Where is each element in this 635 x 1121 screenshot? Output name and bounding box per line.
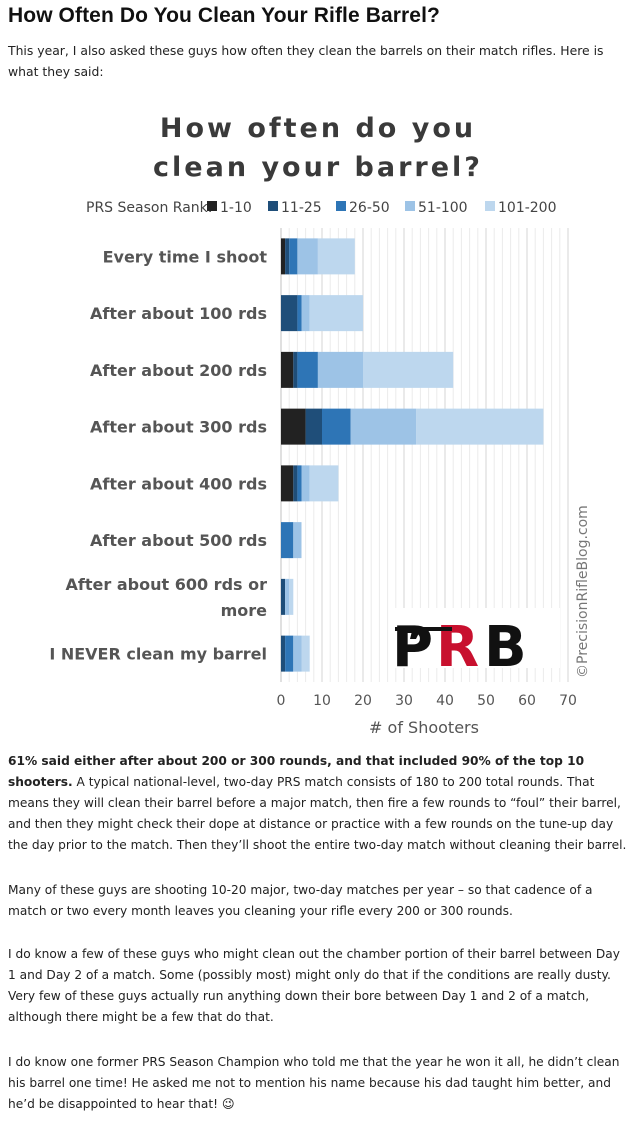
bar-segment-101-200 [289, 578, 294, 615]
bar-segment-101-200 [416, 408, 544, 445]
legend-swatch [207, 201, 217, 211]
category-label: After about 300 rds [90, 418, 267, 437]
bar-segment-101-200 [363, 351, 454, 388]
x-tick-label: 10 [313, 693, 331, 709]
bar-segment-11-25 [281, 578, 286, 615]
bar-segment-1-10 [281, 465, 294, 502]
legend-swatch [405, 201, 415, 211]
watermark-text: ©PrecisionRifleBlog.com [575, 505, 591, 678]
legend-swatch [336, 201, 346, 211]
bar-segment-101-200 [301, 635, 310, 672]
category-label: After about 500 rds [90, 531, 267, 550]
paragraph-1-rest: A typical national-level, two-day PRS ma… [8, 775, 627, 852]
prb-logo: P R B [392, 608, 560, 680]
bar-segment-26-50 [289, 238, 298, 275]
x-tick-label: 20 [354, 693, 372, 709]
bar-segment-51-100 [297, 238, 318, 275]
bar-segment-26-50 [297, 351, 318, 388]
x-tick-label: 70 [559, 693, 577, 709]
category-label: After about 100 rds [90, 304, 267, 323]
x-tick-label: 60 [518, 693, 536, 709]
category-label: After about 600 rds or [66, 575, 268, 594]
chart-title-line-2: clean your barrel? [153, 152, 483, 183]
bar-segment-51-100 [350, 408, 417, 445]
bar-segment-11-25 [293, 465, 298, 502]
chart-title-line-1: How often do you [160, 113, 476, 144]
bar-segment-26-50 [322, 408, 351, 445]
paragraph-4: I do know one former PRS Season Champion… [8, 1055, 620, 1111]
bar-segment-1-10 [281, 351, 294, 388]
category-label: After about 400 rds [90, 474, 267, 493]
legend-label: 26-50 [349, 200, 390, 216]
bar-segment-1-10 [281, 238, 286, 275]
legend-label: 11-25 [281, 200, 322, 216]
paragraph-1-bold: 61% said either after about 200 or 300 r… [8, 754, 585, 789]
logo-letter-r: R [436, 615, 479, 680]
bar-segment-26-50 [297, 465, 302, 502]
bar-segment-11-25 [285, 238, 290, 275]
category-label: more [221, 601, 268, 620]
category-label: I NEVER clean my barrel [49, 645, 267, 664]
bar-segment-101-200 [317, 238, 355, 275]
bar-segment-51-100 [317, 351, 363, 388]
bar-segment-101-200 [309, 465, 339, 502]
legend-swatch [485, 201, 495, 211]
bar-segment-51-100 [301, 465, 310, 502]
legend-title: PRS Season Rank: [86, 200, 212, 216]
category-label: After about 200 rds [90, 361, 267, 380]
bar-segment-1-10 [281, 408, 306, 445]
bar-segment-11-25 [281, 635, 286, 672]
category-label: Every time I shoot [103, 247, 268, 266]
bar-segment-51-100 [301, 295, 310, 332]
bar-segment-51-100 [293, 635, 302, 672]
bar-segment-26-50 [285, 635, 294, 672]
paragraph-2: Many of these guys are shooting 10-20 ma… [8, 883, 593, 918]
bar-segment-11-25 [293, 351, 298, 388]
chart-legend: 1-10 11-25 26-50 51-100 101-200 [207, 200, 557, 216]
x-tick-labels: 0 10 20 30 40 50 60 70 [277, 693, 577, 709]
logo-letter-p: P [392, 615, 433, 680]
paragraph-1: 61% said either after about 200 or 300 r… [8, 751, 630, 856]
x-tick-label: 0 [277, 693, 286, 709]
x-tick-label: 50 [477, 693, 495, 709]
legend-label: 51-100 [418, 200, 468, 216]
bar-segment-51-100 [285, 578, 290, 615]
legend-label: 1-10 [220, 200, 252, 216]
bar-segment-26-50 [281, 522, 294, 559]
bar-segment-11-25 [281, 295, 298, 332]
rifle-icon [395, 627, 452, 639]
paragraph-3: I do know a few of these guys who might … [8, 947, 620, 1024]
x-tick-label: 30 [395, 693, 413, 709]
category-labels: Every time I shoot After about 100 rds Aft… [49, 247, 267, 663]
logo-letter-b: B [484, 615, 527, 680]
chart-bars [281, 238, 544, 672]
x-tick-label: 40 [436, 693, 454, 709]
bar-segment-51-100 [293, 522, 302, 559]
legend-label: 101-200 [498, 200, 557, 216]
logo-backdrop [392, 608, 560, 668]
barrel-cleaning-chart: How often do you clean your barrel? PRS … [49, 113, 591, 737]
bar-segment-11-25 [305, 408, 322, 445]
bar-segment-101-200 [309, 295, 363, 332]
legend-swatch [268, 201, 278, 211]
bar-segment-26-50 [297, 295, 302, 332]
article-heading: How Often Do You Clean Your Rifle Barrel… [8, 4, 440, 27]
x-axis-title: # of Shooters [369, 718, 479, 737]
intro-paragraph: This year, I also asked these guys how o… [8, 43, 604, 79]
